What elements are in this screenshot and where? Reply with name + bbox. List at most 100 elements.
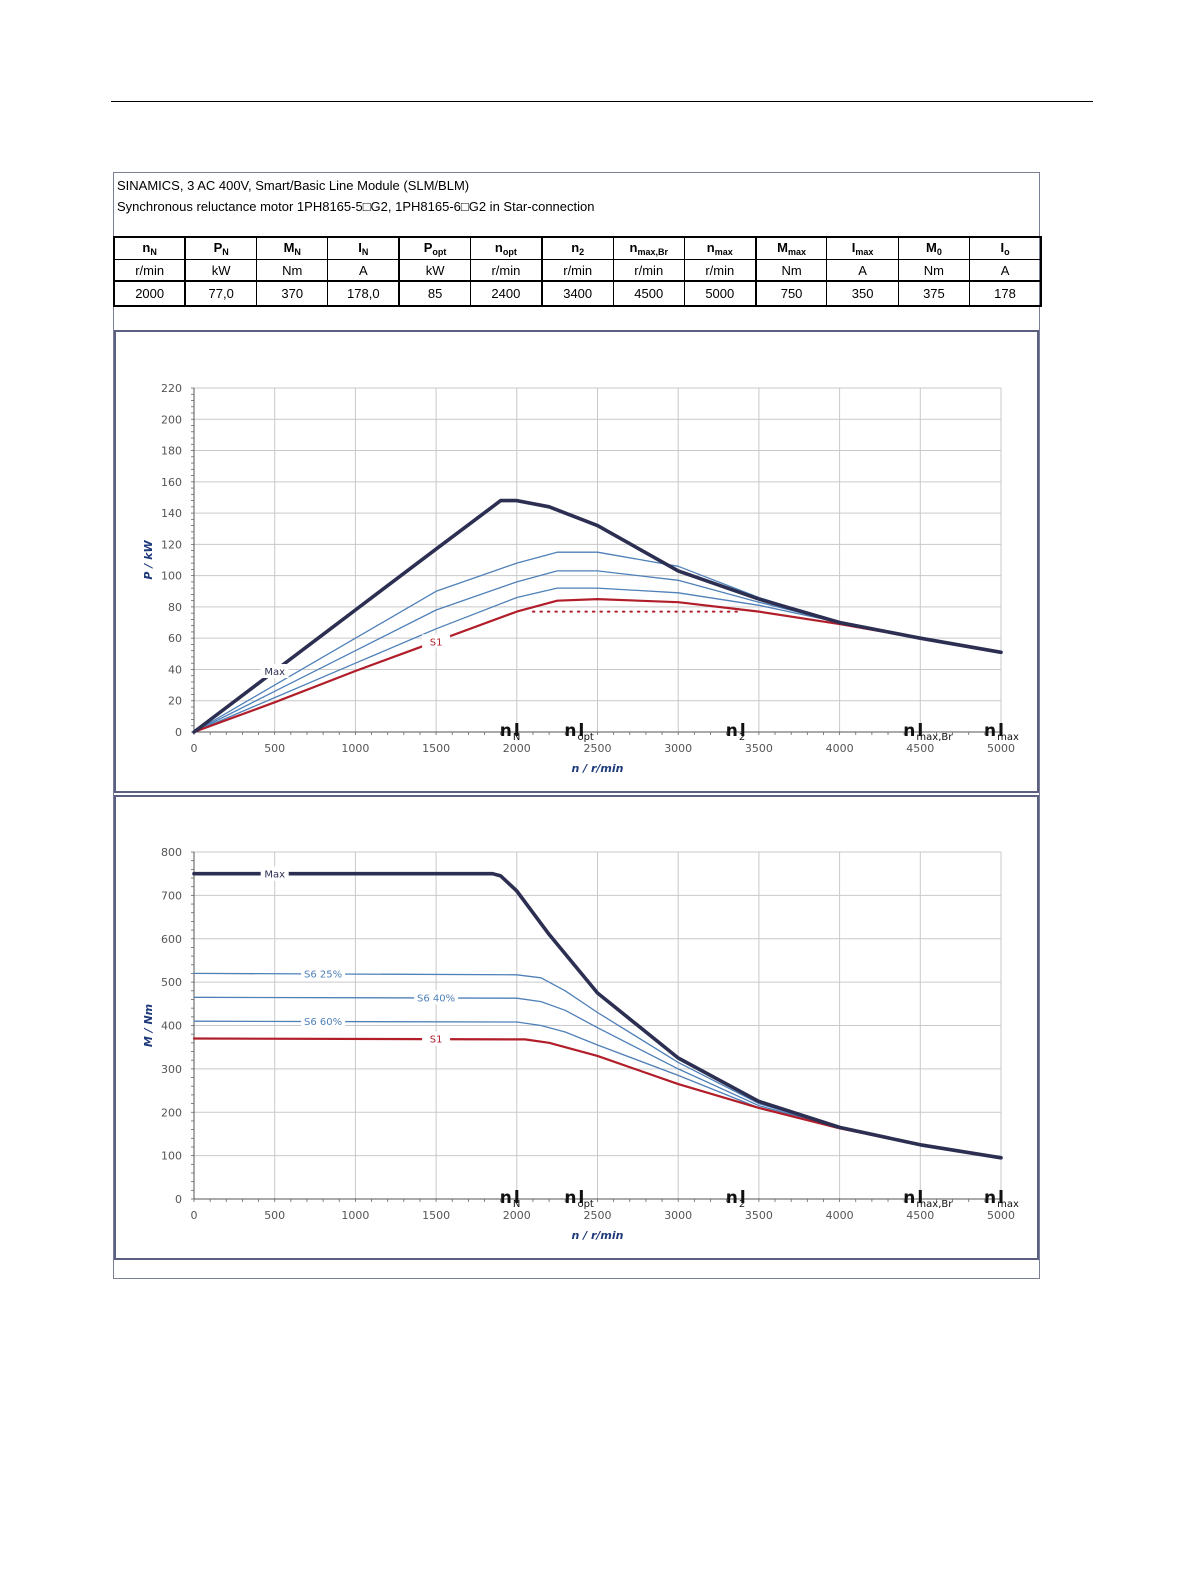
power-chart: 0 500 1000 1500 2000 2500 3000 3500 4000 4500 5000…: [142, 382, 1019, 775]
y-tick-label: 140: [161, 507, 182, 520]
y-tick-label: 200: [161, 413, 182, 426]
spec-value-4: 85: [398, 280, 471, 307]
spec-subscript: N: [361, 247, 369, 257]
x-tick-label: 1000: [341, 1209, 369, 1222]
y-tick-label: 80: [168, 601, 182, 614]
x-tick-label: 4000: [826, 1209, 854, 1222]
spec-subscript: opt: [502, 247, 517, 257]
speed-marker-label: nopt: [564, 721, 594, 743]
spec-symbol: P: [423, 240, 433, 255]
x-tick-label: 4500: [906, 1209, 934, 1222]
spec-header-5: nopt: [469, 236, 543, 260]
y-tick-label: 0: [175, 1193, 182, 1206]
y-tick-label: 40: [168, 663, 182, 676]
sheet-title-line2: Synchronous reluctance motor 1PH8165-5□G…: [117, 199, 595, 214]
spec-value-2: 370: [256, 280, 329, 307]
curve-label: S1: [430, 1035, 443, 1046]
x-tick-label: 0: [191, 1209, 198, 1222]
y-tick-label: 220: [161, 382, 182, 395]
spec-header-0: nN: [113, 236, 186, 260]
spec-symbol: n: [142, 240, 151, 255]
y-tick-label: 120: [161, 538, 182, 551]
spec-symbol: I: [358, 240, 362, 255]
curve-label-bg: [301, 966, 346, 981]
spec-symbol: M: [777, 240, 788, 255]
x-axis-label: n / r/min: [571, 762, 623, 775]
x-tick-label: 5000: [987, 742, 1015, 755]
y-tick-label: 400: [161, 1020, 182, 1033]
spec-unit-0: r/min: [113, 259, 186, 282]
spec-symbol: M: [925, 240, 937, 255]
y-tick-label: 100: [161, 570, 182, 583]
x-tick-label: 2000: [503, 742, 531, 755]
power-chart-panel: 0 500 1000 1500 2000 2500 3000 3500 4000 4500 5000…: [114, 330, 1039, 793]
spec-subscript: N: [222, 247, 229, 257]
spec-value-5: 2400: [469, 280, 543, 307]
y-tick-label: 700: [161, 889, 182, 902]
spec-symbol: n: [706, 240, 715, 255]
spec-unit-11: Nm: [897, 259, 971, 282]
spec-subscript: N: [294, 247, 301, 257]
spec-header-1: PN: [184, 236, 258, 260]
spec-header-2: MN: [256, 236, 329, 260]
y-tick-label: 600: [161, 933, 182, 946]
x-tick-label: 1500: [422, 742, 450, 755]
spec-table: nN PN MN IN Popt nopt n2 nmax,Br nmax Mmax Imax M0 I…: [113, 236, 1042, 307]
speed-marker-label: nopt: [564, 1188, 594, 1210]
spec-header-8: nmax: [683, 236, 757, 260]
spec-header-3: IN: [327, 236, 400, 260]
curve-label: S6 25%: [304, 969, 342, 980]
spec-unit-9: Nm: [754, 259, 828, 282]
y-tick-label: 20: [168, 695, 182, 708]
speed-marker-label: nmax,Br: [903, 721, 953, 743]
x-tick-label: 3500: [745, 742, 773, 755]
spec-symbol: P: [213, 240, 223, 255]
header-rule: [111, 101, 1093, 102]
spec-value-12: 178: [969, 280, 1042, 307]
spec-unit-12: A: [969, 259, 1042, 282]
curve-label-bg: [301, 1014, 346, 1029]
spec-symbol: n: [494, 240, 503, 255]
spec-subscript: max: [787, 247, 806, 257]
spec-subscript: max,Br: [637, 247, 668, 257]
speed-marker-label: nmax,Br: [903, 1188, 953, 1210]
spec-value-7: 4500: [612, 280, 685, 307]
curve-label-bg: [260, 664, 289, 679]
x-tick-label: 0: [191, 742, 198, 755]
curve-label-bg: [414, 990, 459, 1005]
curve-label-bg: [422, 634, 451, 649]
max-curve: [192, 498, 1003, 734]
spec-unit-3: A: [327, 259, 400, 282]
x-tick-label: 500: [264, 742, 285, 755]
x-tick-label: 5000: [987, 1209, 1015, 1222]
curve-label: Max: [264, 667, 285, 678]
x-tick-label: 3000: [664, 742, 692, 755]
spec-value-6: 3400: [540, 280, 614, 307]
spec-unit-1: kW: [184, 259, 258, 282]
x-tick-label: 3500: [745, 1209, 773, 1222]
spec-unit-5: r/min: [469, 259, 543, 282]
spec-value-3: 178,0: [327, 280, 400, 307]
x-axis-label: n / r/min: [571, 1229, 623, 1242]
y-tick-label: 160: [161, 476, 182, 489]
x-tick-label: 3000: [664, 1209, 692, 1222]
y-tick-label: 500: [161, 976, 182, 989]
y-tick-label: 300: [161, 1063, 182, 1076]
y-tick-label: 0: [175, 726, 182, 739]
y-tick-label: 180: [161, 445, 182, 458]
spec-subscript: 0: [936, 247, 942, 257]
spec-unit-10: A: [826, 259, 899, 282]
spec-header-6: n2: [540, 236, 614, 260]
spec-header-7: nmax,Br: [612, 236, 685, 260]
spec-value-1: 77,0: [184, 280, 258, 307]
sheet-title-line1: SINAMICS, 3 AC 400V, Smart/Basic Line Mo…: [117, 178, 470, 193]
spec-unit-6: r/min: [540, 259, 614, 282]
torque-chart-panel: 0 500 1000 1500 2000 2500 3000 3500 4000 4500 5000…: [114, 795, 1039, 1260]
y-axis-label: P / kW: [142, 540, 155, 580]
spec-header-10: Imax: [826, 236, 899, 260]
spec-subscript: max: [855, 247, 874, 257]
spec-value-9: 750: [754, 280, 828, 307]
spec-symbol: I: [1000, 240, 1005, 255]
spec-subscript: 2: [579, 247, 585, 257]
spec-subscript: max: [714, 247, 733, 257]
